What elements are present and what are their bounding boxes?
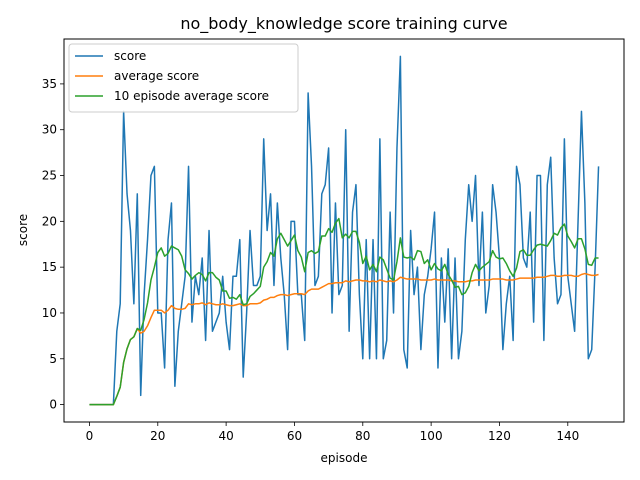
series-line-2 (89, 217, 599, 406)
y-tick-label: 30 (42, 123, 57, 137)
x-tick-label: 20 (150, 429, 165, 443)
x-tick-label: 40 (218, 429, 233, 443)
plot-area (89, 55, 600, 406)
x-tick-label: 80 (355, 429, 370, 443)
y-axis-label: score (16, 214, 30, 246)
series-line-0 (89, 55, 600, 406)
x-tick-label: 100 (420, 429, 443, 443)
x-axis-label: episode (321, 451, 368, 465)
y-tick-label: 35 (42, 77, 57, 91)
x-tick-label: 0 (86, 429, 94, 443)
x-tick-label: 120 (488, 429, 511, 443)
series-line-1 (89, 272, 599, 406)
x-tick-label: 140 (556, 429, 579, 443)
legend: score average score 10 episode average sco… (68, 43, 299, 113)
legend-label-2: 10 episode average score (114, 89, 269, 103)
y-tick-label: 10 (42, 306, 57, 320)
y-tick-label: 25 (42, 169, 57, 183)
legend-box (68, 43, 299, 113)
legend-label-1: average score (114, 69, 199, 83)
y-tick-label: 15 (42, 260, 57, 274)
y-tick-label: 5 (49, 352, 57, 366)
x-tick-label: 60 (287, 429, 302, 443)
y-tick-label: 0 (49, 398, 57, 412)
chart-title: no_body_knowledge score training curve (180, 14, 507, 34)
legend-label-0: score (114, 49, 146, 63)
axes-frame (63, 38, 625, 423)
y-axis-ticks: 0 5 10 15 20 25 30 35 (42, 77, 64, 412)
y-tick-label: 20 (42, 214, 57, 228)
x-axis-ticks: 0 20 40 60 80 100 120 140 (86, 422, 579, 443)
